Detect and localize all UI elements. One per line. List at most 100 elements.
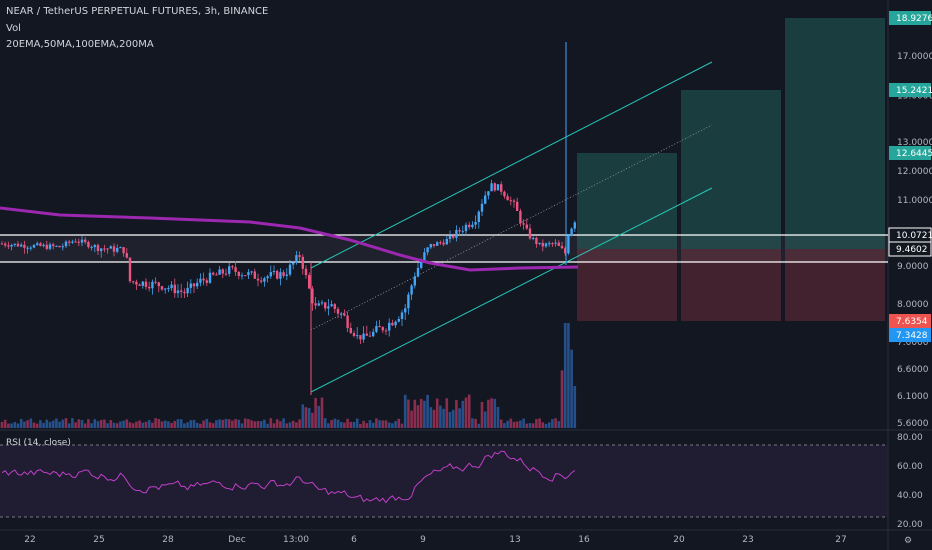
price-tag-label: 7.6354 (896, 317, 928, 327)
candle-body (356, 335, 359, 337)
time-tick: 16 (578, 535, 590, 545)
volume-bar (471, 418, 474, 428)
volume-bar (538, 418, 541, 428)
volume-bar (64, 418, 68, 428)
candle-body (407, 294, 410, 309)
rsi-legend[interactable]: RSI (14, close) (6, 438, 71, 448)
volume-bar (154, 418, 157, 428)
volume-bar (195, 422, 199, 428)
volume-bar (480, 401, 484, 428)
price-tag: 7.3428 (889, 328, 931, 342)
candle-body (212, 272, 215, 275)
candle-body (272, 271, 276, 273)
candle-body (365, 333, 368, 336)
volume-bar (448, 411, 452, 428)
volume-bar (419, 398, 423, 428)
candle-body (189, 283, 192, 288)
candle-body (381, 327, 384, 331)
candle-body (394, 321, 397, 326)
volume-bar (474, 418, 477, 428)
candle-body (109, 246, 112, 249)
candle-body (231, 266, 234, 268)
volume-bar (211, 423, 215, 428)
candle-body (224, 273, 228, 275)
settings-icon[interactable]: ⚙ (904, 536, 912, 546)
volume-bar (87, 419, 90, 428)
volume-bar (269, 418, 273, 428)
candle-body (260, 280, 263, 282)
volume-bar (93, 419, 97, 428)
volume-bar (23, 421, 26, 428)
candle-body (250, 271, 253, 273)
volume-bar (567, 323, 570, 428)
volume-bar (90, 423, 93, 428)
rsi-tick: 40.00 (897, 491, 923, 501)
price-tag: 7.6354 (889, 314, 931, 328)
volume-bar (157, 419, 161, 428)
candle-body (570, 228, 573, 236)
volume-bar (327, 423, 330, 428)
candle-body (39, 243, 42, 246)
candle-body (532, 237, 535, 239)
candle-body (23, 244, 26, 248)
volume-bar (330, 419, 333, 428)
candle-body (205, 280, 208, 283)
candle-body (420, 261, 423, 268)
candle-body (90, 247, 93, 249)
candle-body (221, 269, 224, 274)
candle-body (154, 281, 157, 283)
volume-bar (13, 422, 17, 428)
candle-body (77, 241, 80, 243)
candle-body (10, 244, 13, 247)
candle-body (324, 302, 327, 309)
candle-body (509, 200, 512, 202)
time-tick: Dec (228, 535, 245, 545)
ma-legend[interactable]: 20EMA,50MA,100EMA,200MA (6, 39, 154, 50)
rsi-tick: 60.00 (897, 462, 923, 472)
volume-bar (515, 421, 519, 428)
candle-body (237, 272, 240, 276)
vol-legend[interactable]: Vol (6, 23, 21, 34)
symbol-legend[interactable]: NEAR / TetherUS PERPETUAL FUTURES, 3h, B… (6, 6, 269, 17)
volume-bar (435, 398, 439, 428)
price-tag-label: 12.6445 (896, 149, 932, 159)
volume-bar (333, 418, 337, 428)
volume-bar (387, 422, 391, 428)
volume-bar (55, 418, 58, 428)
ma-line (0, 206, 579, 272)
candle-body (36, 243, 39, 245)
candle-body (538, 242, 541, 244)
volume-bar (128, 422, 132, 428)
candle-body (29, 247, 32, 249)
candle-body (423, 252, 426, 262)
volume-bar (499, 419, 503, 428)
candle-body (208, 272, 212, 283)
volume-bar (144, 421, 148, 428)
volume-bar (83, 423, 87, 428)
candle-body (551, 243, 554, 245)
target-zone-3 (785, 18, 885, 249)
candle-body (496, 184, 500, 191)
candle-body (516, 201, 519, 211)
volume-bar (173, 420, 177, 428)
candle-body (327, 306, 330, 309)
volume-bar (339, 421, 343, 428)
volume-bar (231, 420, 234, 428)
candle-body (13, 243, 16, 245)
candle-body (493, 183, 496, 191)
volume-bar (243, 418, 247, 428)
candle-body (480, 203, 484, 212)
volume-bar (240, 423, 244, 428)
volume-bar (455, 399, 458, 428)
candle-body (192, 283, 196, 287)
candle-body (16, 243, 20, 247)
price-tag: 10.0721 (888, 227, 932, 243)
candle-body (269, 272, 272, 277)
price-tag-label: 10.0721 (896, 231, 932, 241)
volume-bar (141, 422, 145, 428)
volume-bar (39, 420, 42, 428)
volume-bar (378, 420, 381, 428)
volume-bar (160, 421, 164, 428)
candle-body (346, 315, 349, 329)
